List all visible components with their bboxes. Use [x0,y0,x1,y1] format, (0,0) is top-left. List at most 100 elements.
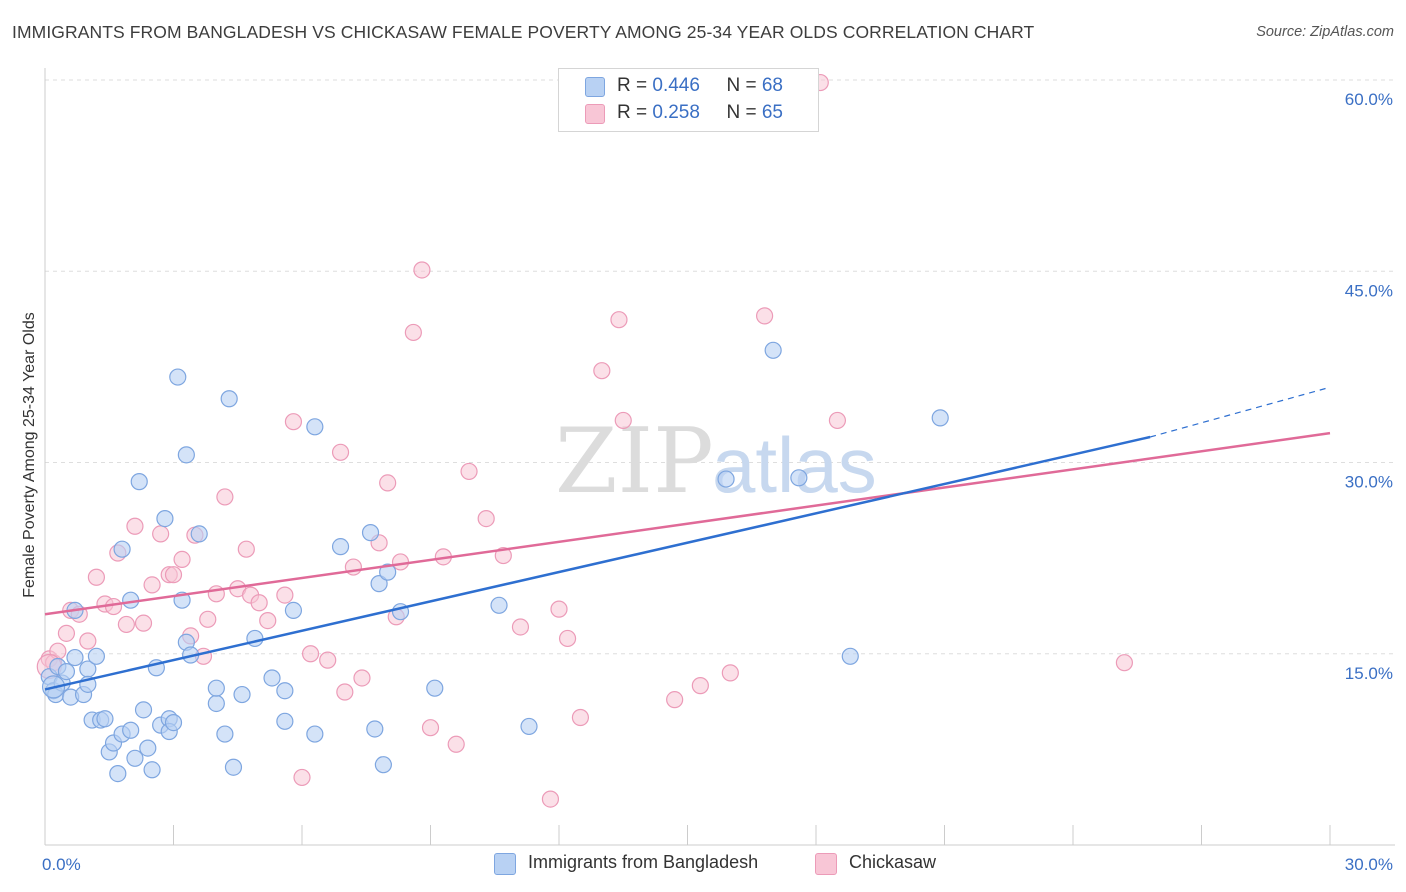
x-tick-labels: 0.0% 30.0% [42,855,1393,874]
point-bangladesh [164,713,183,732]
point-chickasaw [666,691,684,709]
bottom-legend-swatch-chickasaw [815,853,837,875]
point-chickasaw [164,566,183,584]
series-bangladesh-points [40,341,949,783]
point-bangladesh [109,764,127,783]
point-bangladesh [87,647,106,665]
point-chickasaw [259,611,277,630]
point-chickasaw [460,462,478,481]
legend-n-value-chickasaw: 65 [761,102,783,123]
point-bangladesh [233,685,251,704]
point-bangladesh [220,390,238,408]
point-chickasaw [134,614,153,632]
point-chickasaw [1115,654,1134,672]
point-chickasaw [284,413,303,431]
point-bangladesh [207,694,225,713]
point-chickasaw [336,683,354,701]
point-bangladesh [426,679,444,697]
point-chickasaw [173,550,191,569]
point-bangladesh [113,540,131,558]
point-bangladesh [520,717,538,736]
point-chickasaw [353,669,371,687]
point-chickasaw [276,586,294,604]
point-bangladesh [126,749,144,767]
point-chickasaw [721,664,739,682]
point-chickasaw [558,629,577,648]
point-bangladesh [490,596,508,614]
point-chickasaw [593,362,611,380]
legend-r-value-bangladesh: 0.446 [652,75,700,96]
axes [44,68,1395,846]
point-bangladesh [361,524,380,542]
point-chickasaw [237,540,255,558]
point-bangladesh [284,601,303,620]
point-bangladesh [366,720,384,738]
grid-lines [45,79,1395,655]
point-bangladesh [134,701,153,719]
watermark: ZIP atlas [555,409,877,514]
point-bangladesh [374,756,392,774]
trend-line-chickasaw [44,431,1331,616]
x-tick-label-min: 0.0% [42,855,81,874]
point-chickasaw [691,677,709,695]
bottom-legend-label-chickasaw: Chickasaw [849,852,937,872]
point-bangladesh [139,739,157,757]
point-bangladesh [224,758,243,776]
point-bangladesh [331,538,350,556]
legend-n-label: N = [726,102,762,123]
watermark-zip: ZIP [555,409,714,514]
source-credit: Source: ZipAtlas.com [1256,24,1394,40]
point-chickasaw [610,311,628,329]
point-chickasaw [152,525,170,543]
legend-swatch-chickasaw [585,104,605,124]
bottom-legend-swatch-bangladesh [494,853,516,875]
y-axis-title: Female Poverty Among 25-34 Year Olds [21,312,38,598]
point-chickasaw [319,651,337,669]
point-bangladesh [764,341,782,359]
point-chickasaw [571,708,590,727]
point-bangladesh [306,725,324,743]
legend-swatch-bangladesh [585,77,605,97]
y-tick-labels: 15.0% 30.0% 45.0% 60.0% [1345,90,1393,683]
point-bangladesh [190,525,208,543]
y-tick-label: 30.0% [1345,473,1393,492]
trend-lines [44,386,1331,691]
point-bangladesh [790,469,808,487]
point-chickasaw [541,790,560,808]
point-chickasaw [216,488,234,506]
point-chickasaw [57,624,76,642]
point-bangladesh [177,446,195,464]
point-chickasaw [143,576,161,594]
point-chickasaw [447,735,465,753]
point-chickasaw [413,261,431,279]
point-bangladesh [57,662,76,681]
point-chickasaw [404,323,422,342]
y-tick-label: 60.0% [1345,90,1393,109]
point-chickasaw [117,615,135,634]
point-bangladesh [143,761,161,779]
point-chickasaw [421,719,440,737]
point-bangladesh [276,712,294,730]
point-chickasaw [379,474,397,492]
legend-r-label: R = [617,75,653,96]
legend-n-value-bangladesh: 68 [761,75,783,96]
trend-line-bangladesh-extension [1149,386,1331,438]
point-bangladesh [169,368,187,386]
point-bangladesh [66,648,84,667]
point-bangladesh [931,409,949,427]
trend-line-bangladesh [44,435,1151,691]
point-chickasaw [477,509,495,528]
chart-title: IMMIGRANTS FROM BANGLADESH VS CHICKASAW … [12,22,1035,42]
point-bangladesh [717,470,735,488]
legend-r-value-chickasaw: 0.258 [652,102,700,123]
point-bangladesh [276,682,294,700]
point-chickasaw [828,411,847,430]
point-chickasaw [494,546,512,565]
point-bangladesh [263,669,281,687]
bottom-legend-label-bangladesh: Immigrants from Bangladesh [528,852,759,872]
point-bangladesh [370,575,388,593]
correlation-legend: R = 0.446 N = 68 R = 0.258 N = 65 [558,68,819,132]
point-bangladesh [207,679,225,697]
legend-n-label: N = [726,75,762,96]
